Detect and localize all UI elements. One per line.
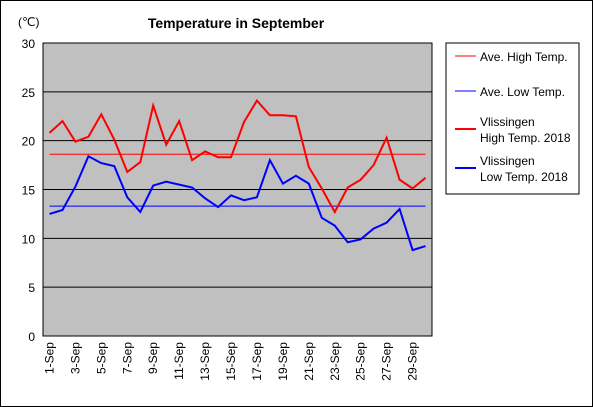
series-line-3 [49,154,426,252]
y-tick-label: 30 [22,37,36,51]
y-axis-ticks: 0 5 10 15 20 25 30 [22,37,36,344]
grid-lines [43,91,432,288]
chart-title: Temperature in September [148,15,325,31]
legend-items: Ave. High Temp. Ave. Low Temp. Vlissingen H… [455,50,571,184]
x-tick-label: 1-Sep [42,342,56,374]
y-tick-label: 20 [22,135,36,149]
x-tick-label: 3-Sep [68,342,82,374]
x-tick-label: 29-Sep [406,342,420,381]
x-tick-label: 15-Sep [224,342,238,381]
x-tick-label: 21-Sep [302,342,316,381]
x-tick-label: 23-Sep [328,342,342,381]
x-tick-label: 19-Sep [276,342,290,381]
x-axis-ticks: 1-Sep 3-Sep 5-Sep 7-Sep 9-Sep 11-Sep 13-Sep 15-… [42,342,419,381]
x-tick-label: 5-Sep [94,342,108,374]
legend [445,42,580,195]
series-lines [48,98,427,252]
legend-label-3: Vlissingen [480,154,535,168]
legend-label-3: Low Temp. 2018 [480,170,568,184]
unit-label: (℃) [18,15,39,29]
y-tick-label: 0 [28,330,35,344]
x-tick-label: 13-Sep [198,342,212,381]
legend-label-2: High Temp. 2018 [480,131,571,145]
y-tick-label: 5 [28,281,35,295]
y-tick-label: 15 [22,184,36,198]
y-tick-label: 25 [22,86,36,100]
x-tick-label: 25-Sep [354,342,368,381]
legend-label-0: Ave. High Temp. [480,50,568,64]
x-tick-label: 7-Sep [120,342,134,374]
x-tick-label: 11-Sep [172,342,186,380]
x-tick-label: 9-Sep [146,342,160,374]
y-tick-label: 10 [22,232,36,246]
x-tick-label: 17-Sep [250,342,264,381]
legend-label-1: Ave. Low Temp. [480,85,565,99]
legend-label-2: Vlissingen [480,115,535,129]
series-line-2 [48,98,427,215]
x-tick-label: 27-Sep [380,342,394,381]
